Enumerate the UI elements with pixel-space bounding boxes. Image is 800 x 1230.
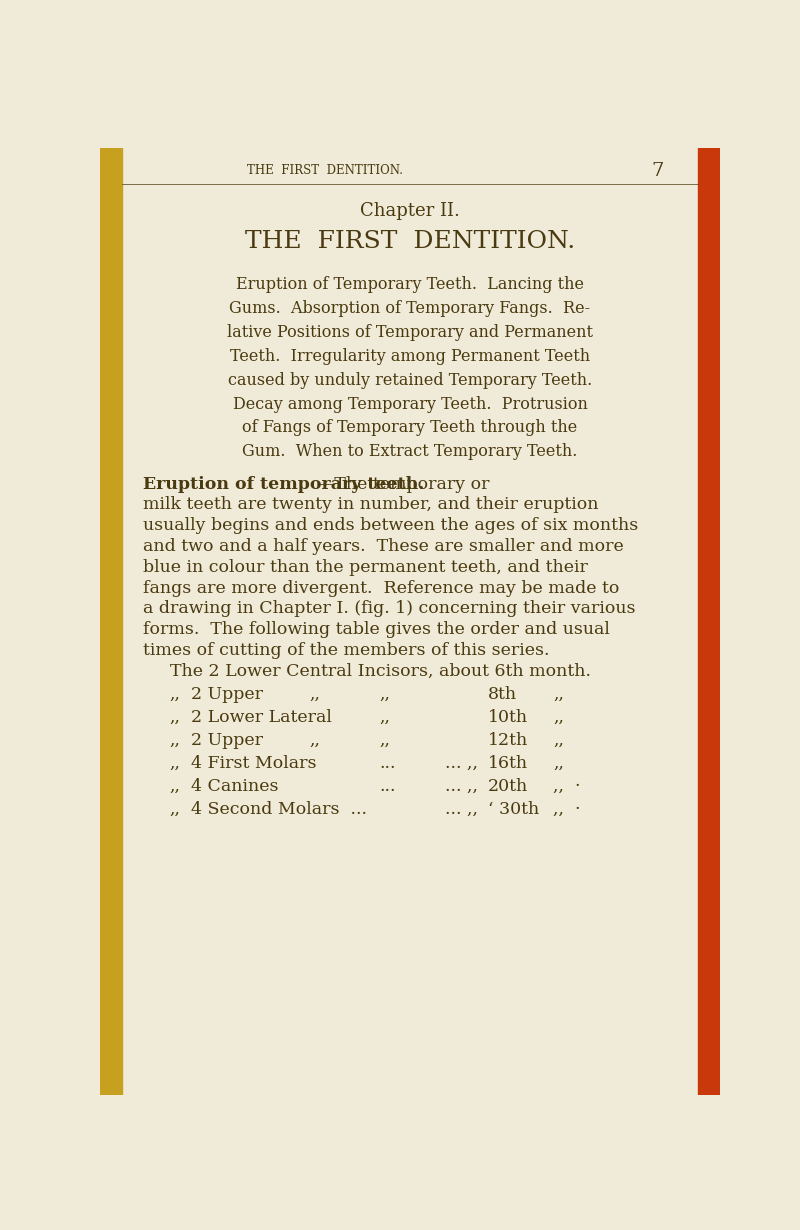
Text: ,,: ,, (170, 686, 181, 702)
Text: ,,: ,, (379, 708, 390, 726)
Text: Chapter II.: Chapter II. (360, 202, 460, 220)
Text: 20th: 20th (487, 779, 528, 796)
Text: ,,: ,, (554, 755, 564, 772)
Text: blue in colour than the permanent teeth, and their: blue in colour than the permanent teeth,… (142, 558, 587, 576)
Text: Teeth.  Irregularity among Permanent Teeth: Teeth. Irregularity among Permanent Teet… (230, 348, 590, 365)
Text: ,,: ,, (170, 801, 181, 818)
Text: ,,  ·: ,, · (554, 779, 581, 796)
Text: ... ,,: ... ,, (445, 801, 478, 818)
Text: ‘ 30th: ‘ 30th (487, 801, 538, 818)
Text: Eruption of temporary teeth.: Eruption of temporary teeth. (142, 476, 424, 492)
Text: caused by unduly retained Temporary Teeth.: caused by unduly retained Temporary Teet… (228, 371, 592, 389)
Text: ...: ... (379, 779, 395, 796)
Text: ... ,,: ... ,, (445, 779, 478, 796)
Text: ,,: ,, (170, 708, 181, 726)
Text: fangs are more divergent.  Reference may be made to: fangs are more divergent. Reference may … (142, 579, 619, 597)
Bar (698, 148, 720, 1095)
Text: ,,: ,, (170, 779, 181, 796)
Text: 4 First Molars: 4 First Molars (191, 755, 317, 772)
Text: THE  FIRST  DENTITION.: THE FIRST DENTITION. (245, 230, 575, 253)
Text: THE  FIRST  DENTITION.: THE FIRST DENTITION. (246, 164, 402, 177)
Text: ,,: ,, (554, 732, 564, 749)
Text: ...: ... (379, 755, 395, 772)
Text: —The temporary or: —The temporary or (317, 476, 490, 492)
Text: usually begins and ends between the ages of six months: usually begins and ends between the ages… (142, 517, 638, 534)
Text: a drawing in Chapter I. (fig. 1) concerning their various: a drawing in Chapter I. (fig. 1) concern… (142, 600, 635, 617)
Text: ,,: ,, (554, 708, 564, 726)
Text: forms.  The following table gives the order and usual: forms. The following table gives the ord… (142, 621, 610, 638)
Text: milk teeth are twenty in number, and their eruption: milk teeth are twenty in number, and the… (142, 497, 598, 513)
Text: 12th: 12th (487, 732, 528, 749)
Text: Decay among Temporary Teeth.  Protrusion: Decay among Temporary Teeth. Protrusion (233, 396, 587, 412)
Text: ,,: ,, (379, 686, 390, 702)
Text: ,,  ·: ,, · (554, 801, 581, 818)
Text: times of cutting of the members of this series.: times of cutting of the members of this … (142, 642, 549, 659)
Bar (100, 148, 122, 1095)
Text: 10th: 10th (487, 708, 528, 726)
Text: ,,: ,, (170, 732, 181, 749)
Text: of Fangs of Temporary Teeth through the: of Fangs of Temporary Teeth through the (242, 419, 578, 437)
Text: ,,: ,, (554, 686, 564, 702)
Text: 4 Second Molars  ...: 4 Second Molars ... (191, 801, 367, 818)
Text: 8th: 8th (487, 686, 517, 702)
Text: 4 Canines: 4 Canines (191, 779, 279, 796)
Text: 2 Lower Lateral: 2 Lower Lateral (191, 708, 332, 726)
Text: Gums.  Absorption of Temporary Fangs.  Re-: Gums. Absorption of Temporary Fangs. Re- (230, 300, 590, 317)
Text: 2 Upper: 2 Upper (191, 686, 263, 702)
Text: 2 Upper: 2 Upper (191, 732, 263, 749)
Text: 7: 7 (652, 161, 664, 180)
Text: ,,: ,, (310, 732, 320, 749)
Text: ,,: ,, (379, 732, 390, 749)
Text: ,,: ,, (170, 755, 181, 772)
Text: ... ,,: ... ,, (445, 755, 478, 772)
Text: 16th: 16th (487, 755, 528, 772)
Text: and two and a half years.  These are smaller and more: and two and a half years. These are smal… (142, 538, 623, 555)
Text: ,,: ,, (310, 686, 320, 702)
Text: The 2 Lower Central Incisors, about 6th month.: The 2 Lower Central Incisors, about 6th … (170, 663, 590, 680)
Text: lative Positions of Temporary and Permanent: lative Positions of Temporary and Perman… (227, 323, 593, 341)
Text: Eruption of Temporary Teeth.  Lancing the: Eruption of Temporary Teeth. Lancing the (236, 277, 584, 293)
Text: Gum.  When to Extract Temporary Teeth.: Gum. When to Extract Temporary Teeth. (242, 443, 578, 460)
